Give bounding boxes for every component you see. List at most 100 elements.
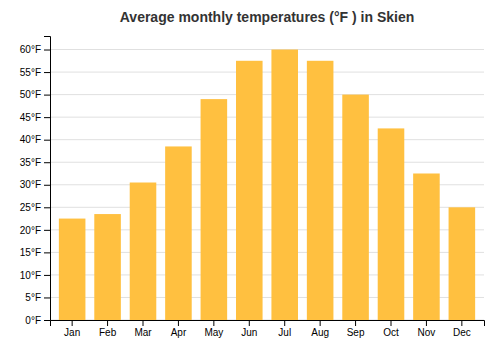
y-tick-mark [44,252,50,253]
x-tick-mark [461,320,462,326]
chart: 0°F 5°F 10°F 15°F 20°F 25°F 30°F 35°F 40°F 45°F 50… [0,0,500,350]
y-tick-label: 45°F [20,112,41,123]
bar [94,214,121,320]
y-tick-mark [44,230,50,231]
y-tick-label: 20°F [20,225,41,236]
y-tick-mark [44,297,50,298]
grid-line [50,117,484,118]
y-axis: 0°F 5°F 10°F 15°F 20°F 25°F 30°F 35°F 40°F 45°F 50… [20,37,51,326]
x-tick-label: May [204,327,223,338]
x-tick-mark [426,320,427,326]
y-tick: 55°F [20,67,50,78]
bar [236,61,263,320]
y-tick-label: 10°F [20,270,41,281]
y-tick-label: 0°F [25,315,41,326]
y-tick: 45°F [20,112,50,123]
x-tick: Jan [64,320,80,338]
x-tick: Nov [418,320,436,338]
y-tick: 10°F [20,270,50,281]
x-tick-mark [107,320,108,326]
x-axis-line [51,321,485,327]
y-tick: 35°F [20,157,50,168]
y-axis-line [44,37,51,321]
x-tick-label: Oct [383,327,399,338]
x-tick-label: Feb [99,327,117,338]
x-tick: Jul [278,320,291,338]
x-tick: Oct [383,320,399,338]
x-tick-mark [249,320,250,326]
x-tick-mark [320,320,321,326]
y-tick: 20°F [20,225,50,236]
x-tick-mark [72,320,73,326]
grid-line [50,49,484,50]
x-tick-label: Jul [278,327,291,338]
x-tick-label: Nov [418,327,436,338]
grid-line [50,72,484,73]
x-tick: Feb [99,320,117,338]
y-tick-label: 35°F [20,157,41,168]
x-tick: May [204,320,223,338]
y-tick: 5°F [25,292,50,303]
bar [130,183,157,320]
bar [449,207,476,320]
y-tick-mark [44,185,50,186]
bar [413,173,440,320]
y-tick-label: 30°F [20,179,41,190]
x-tick: Dec [453,320,471,338]
y-tick-mark [44,140,50,141]
y-tick: 60°F [20,44,50,55]
grid [50,50,484,320]
x-tick-label: Sep [347,327,365,338]
x-tick: Apr [171,320,187,338]
x-tick-mark [355,320,356,326]
grid-line [50,139,484,140]
x-tick-label: Dec [453,327,471,338]
y-tick: 25°F [20,202,50,213]
y-tick-mark [44,117,50,118]
x-tick-mark [143,320,144,326]
x-tick: Mar [134,320,152,338]
y-tick-mark [44,275,50,276]
x-tick: Sep [347,320,365,338]
y-tick-label: 60°F [20,44,41,55]
y-tick-mark [44,95,50,96]
x-tick-label: Apr [171,327,187,338]
bar [59,219,86,320]
x-tick-mark [178,320,179,326]
plot: 0°F 5°F 10°F 15°F 20°F 25°F 30°F 35°F 40°F 45°F 50… [20,37,485,339]
y-tick-mark [44,50,50,51]
x-tick-label: Mar [134,327,152,338]
x-tick-label: Aug [311,327,329,338]
y-tick: 30°F [20,179,50,190]
x-tick: Aug [311,320,329,338]
bar [201,99,228,320]
bar [342,95,369,320]
y-tick-label: 5°F [25,292,41,303]
y-tick: 50°F [20,89,50,100]
grid-line [50,162,484,163]
y-tick-mark [44,162,50,163]
y-tick-label: 55°F [20,67,41,78]
bars [59,50,475,320]
y-tick-label: 25°F [20,202,41,213]
y-tick: 15°F [20,247,50,258]
x-tick-mark [213,320,214,326]
y-tick-label: 40°F [20,134,41,145]
x-tick-mark [284,320,285,326]
title: Average monthly temperatures (°F ) in Sk… [120,9,415,25]
x-axis: Jan Feb Mar Apr May Jun Jul Aug Sep Oct Nov Dec [51,320,485,338]
y-tick-mark [44,207,50,208]
y-tick-label: 50°F [20,89,41,100]
x-tick-mark [391,320,392,326]
x-tick-label: Jan [64,327,80,338]
x-tick-label: Jun [241,327,257,338]
bar [165,146,192,320]
y-tick: 40°F [20,134,50,145]
bar [271,50,298,320]
bar [378,128,405,320]
y-tick-mark [44,72,50,73]
y-tick-mark [44,320,50,321]
grid-line [50,94,484,95]
bar [307,61,334,320]
x-tick: Jun [241,320,257,338]
